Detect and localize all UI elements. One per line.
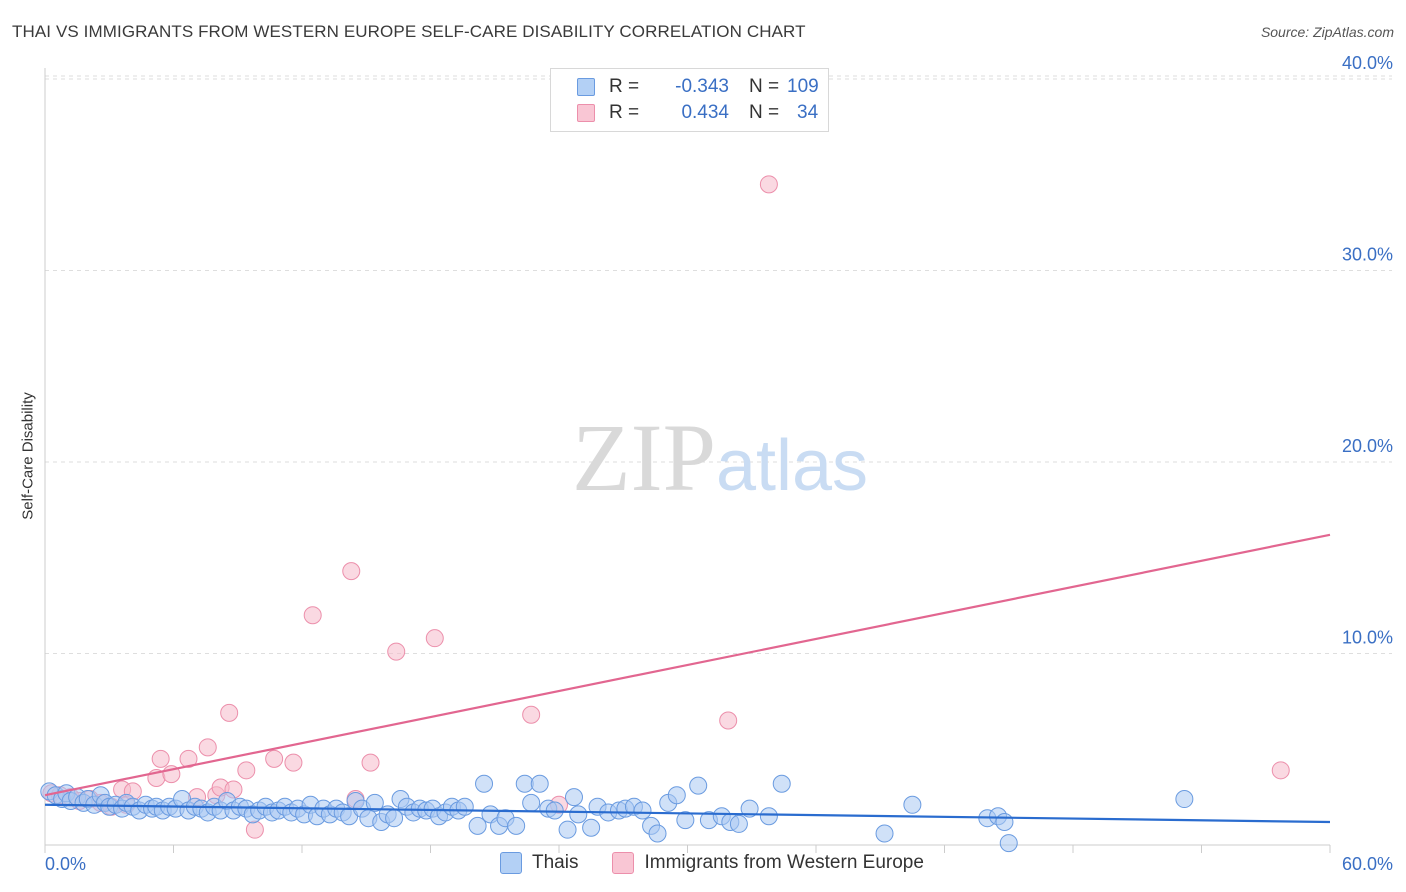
legend-n-label: N = xyxy=(749,76,780,97)
data-point-thais xyxy=(633,801,652,820)
data-point-thais xyxy=(729,814,748,833)
legend-swatch-thais xyxy=(577,78,595,96)
data-point-thais xyxy=(772,774,791,793)
series-legend-item-thais[interactable]: Thais xyxy=(500,852,578,874)
data-point-thais xyxy=(1175,790,1194,809)
y-tick-label: 10.0% xyxy=(1342,628,1393,648)
series-legend-item-immigrants[interactable]: Immigrants from Western Europe xyxy=(612,852,924,874)
legend-r-label: R = xyxy=(609,76,640,97)
data-point-thais xyxy=(558,820,577,839)
series-legend-label: Immigrants from Western Europe xyxy=(644,852,924,873)
chart-source: Source: ZipAtlas.com xyxy=(1260,24,1394,40)
data-point-thais xyxy=(875,824,894,843)
data-point-thais xyxy=(530,774,549,793)
tick-labels: 10.0% 20.0% 30.0% 40.0% 0.0% 60.0% xyxy=(45,53,1393,874)
y-tick-label: 30.0% xyxy=(1342,245,1393,265)
data-point-immigrants xyxy=(198,738,217,757)
data-point-immigrants xyxy=(220,703,239,722)
data-point-thais xyxy=(507,816,526,835)
legend-r-value: 0.434 xyxy=(681,102,729,123)
data-point-immigrants xyxy=(361,753,380,772)
swatch-thais xyxy=(500,852,522,874)
watermark: ZIPatlas xyxy=(572,404,868,511)
data-point-thais xyxy=(995,813,1014,832)
watermark-atlas: atlas xyxy=(716,426,868,506)
data-point-immigrants xyxy=(265,749,284,768)
data-point-thais xyxy=(365,793,384,812)
data-point-immigrants xyxy=(284,753,303,772)
data-point-thais xyxy=(759,807,778,826)
chart-title: THAI VS IMMIGRANTS FROM WESTERN EUROPE S… xyxy=(12,22,806,41)
data-point-immigrants xyxy=(237,761,256,780)
legend-n-label: N = xyxy=(749,102,780,123)
correlation-legend: R = -0.343 N = 109 R = 0.434 N = 34 xyxy=(550,68,829,132)
data-point-thais xyxy=(515,774,534,793)
data-point-thais xyxy=(903,795,922,814)
data-point-thais xyxy=(740,799,759,818)
data-point-thais xyxy=(569,805,588,824)
axes xyxy=(44,68,1331,853)
series-legend: Thais Immigrants from Western Europe xyxy=(500,852,958,874)
data-point-immigrants xyxy=(387,642,406,661)
data-point-thais xyxy=(522,793,541,812)
data-point-immigrants xyxy=(179,749,198,768)
data-point-immigrants xyxy=(425,629,444,648)
legend-row-immigrants: R = 0.434 N = 34 xyxy=(577,101,818,125)
legend-r-label: R = xyxy=(609,102,640,123)
legend-row-thais: R = -0.343 N = 109 xyxy=(577,75,819,99)
data-point-thais xyxy=(468,816,487,835)
data-point-immigrants xyxy=(1271,761,1290,780)
data-point-thais xyxy=(564,788,583,807)
legend-n-value: 109 xyxy=(787,76,819,97)
data-point-immigrants xyxy=(342,562,361,581)
legend-r-value: -0.343 xyxy=(675,76,729,97)
x-tick-label: 0.0% xyxy=(45,854,86,874)
data-point-thais xyxy=(582,818,601,837)
data-point-thais xyxy=(455,797,474,816)
legend-swatch-immigrants xyxy=(577,104,595,122)
x-tick-label: 60.0% xyxy=(1342,854,1393,874)
swatch-immigrants xyxy=(612,852,635,874)
data-point-thais xyxy=(667,786,686,805)
trend-line-thais xyxy=(44,803,1331,824)
data-point-immigrants xyxy=(151,749,170,768)
data-point-thais xyxy=(475,774,494,793)
data-point-immigrants xyxy=(245,820,264,839)
data-point-immigrants xyxy=(303,606,322,625)
data-point-immigrants xyxy=(522,705,541,724)
series-legend-label: Thais xyxy=(532,852,579,873)
legend-n-value: 34 xyxy=(797,102,819,123)
data-point-immigrants xyxy=(759,175,778,194)
trend-line-immigrants xyxy=(44,533,1331,797)
data-point-thais xyxy=(648,824,667,843)
data-point-thais xyxy=(676,811,695,830)
series-thais-points xyxy=(40,774,1194,853)
y-tick-label: 20.0% xyxy=(1342,436,1393,456)
data-point-thais xyxy=(689,776,708,795)
watermark-zip: ZIP xyxy=(572,404,716,511)
data-point-thais xyxy=(999,834,1018,853)
trend-lines xyxy=(44,533,1331,824)
grid-lines xyxy=(45,75,1392,654)
data-point-immigrants xyxy=(719,711,738,730)
y-tick-label: 40.0% xyxy=(1342,53,1393,73)
